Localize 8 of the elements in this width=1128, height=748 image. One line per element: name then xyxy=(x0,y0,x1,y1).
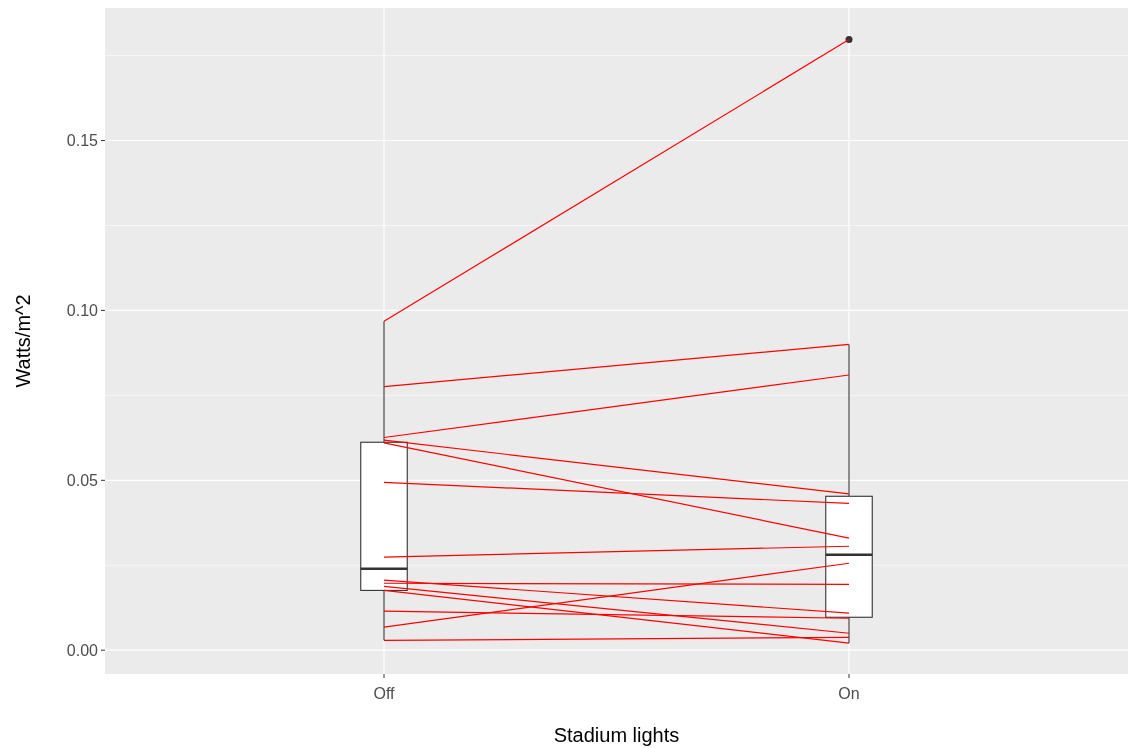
y-tick-label: 0.00 xyxy=(66,641,99,659)
y-tick-label: 0.10 xyxy=(66,302,99,320)
x-axis-title: Stadium lights xyxy=(553,724,680,746)
x-tick-label: On xyxy=(838,685,860,702)
y-tick-label: 0.05 xyxy=(66,471,99,489)
y-tick-label: 0.15 xyxy=(66,132,99,150)
y-axis-title: Watts/m^2 xyxy=(12,294,34,388)
x-tick-label: Off xyxy=(373,685,396,702)
